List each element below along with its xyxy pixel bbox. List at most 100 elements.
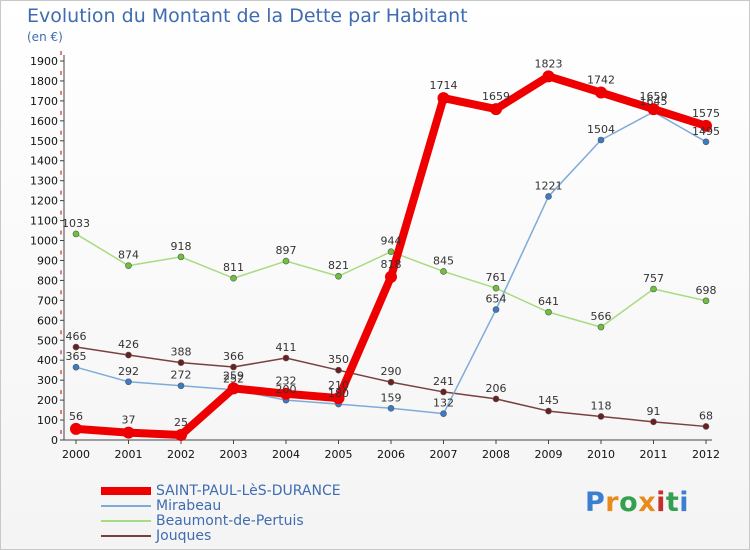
data-point	[545, 193, 552, 200]
data-label: 918	[171, 240, 192, 253]
data-point	[72, 363, 80, 371]
data-label: 292	[118, 365, 139, 378]
y-tick-label: 600	[37, 314, 58, 327]
data-point	[122, 426, 135, 439]
data-point	[702, 138, 710, 146]
data-point	[125, 351, 132, 359]
data-label: 757	[643, 272, 664, 285]
y-tick-label: 1700	[30, 95, 58, 108]
data-point	[702, 297, 710, 305]
y-tick-label: 100	[37, 414, 58, 427]
data-point	[492, 306, 500, 313]
data-label: 698	[696, 284, 717, 297]
x-tick-label: 2000	[62, 448, 90, 461]
data-point	[177, 253, 185, 261]
logo-letter: t	[665, 487, 680, 518]
data-label: 91	[647, 405, 661, 418]
data-label: 232	[276, 375, 297, 388]
logo-letter: r	[605, 487, 620, 518]
data-label: 1645	[640, 95, 668, 108]
x-tick-label: 2003	[220, 448, 248, 461]
data-label: 874	[118, 249, 139, 262]
data-label: 654	[486, 293, 507, 306]
data-label: 206	[486, 382, 507, 395]
data-label: 1659	[482, 90, 510, 103]
data-label: 466	[66, 330, 87, 343]
data-label: 426	[118, 338, 139, 351]
logo-letter: o	[619, 487, 639, 518]
data-label: 411	[276, 341, 297, 354]
y-tick-label: 1500	[30, 135, 58, 148]
data-point	[282, 354, 290, 362]
data-point	[72, 343, 80, 351]
data-point	[177, 382, 185, 390]
data-point	[335, 366, 342, 374]
data-label: 1575	[692, 107, 720, 120]
y-tick-label: 900	[37, 254, 58, 267]
data-label: 388	[171, 346, 192, 359]
data-point	[385, 270, 397, 283]
data-label: 1659	[640, 90, 668, 103]
data-point	[595, 86, 607, 99]
data-label: 210	[328, 379, 349, 392]
y-tick-label: 1300	[30, 175, 58, 188]
data-label: 350	[328, 353, 349, 366]
data-label: 259	[223, 369, 244, 382]
data-label: 365	[66, 350, 87, 363]
x-tick-label: 2010	[587, 448, 615, 461]
x-tick-label: 2012	[692, 448, 720, 461]
data-label: 25	[174, 416, 188, 429]
data-point	[70, 422, 82, 435]
data-point	[72, 230, 80, 238]
y-tick-label: 700	[37, 294, 58, 307]
y-tick-label: 400	[37, 354, 58, 367]
data-point	[492, 284, 500, 292]
data-point	[387, 378, 395, 386]
data-point	[125, 262, 132, 269]
logo-letter: x	[638, 487, 657, 518]
data-label: 821	[328, 259, 349, 272]
data-label: 56	[69, 410, 83, 423]
legend-swatch	[101, 520, 151, 522]
data-label: 566	[591, 310, 612, 323]
logo-letter: P	[585, 487, 606, 518]
data-point	[545, 308, 552, 316]
data-point	[702, 423, 710, 430]
x-tick-label: 2006	[377, 448, 405, 461]
data-point	[597, 323, 605, 331]
x-tick-label: 2009	[535, 448, 563, 461]
logo-letter: i	[656, 487, 666, 518]
data-point	[440, 388, 447, 396]
data-label: 761	[486, 271, 507, 284]
data-label: 200	[276, 383, 297, 396]
y-tick-label: 1800	[30, 75, 58, 88]
data-point	[335, 272, 342, 280]
logo-letter: i	[679, 487, 690, 518]
legend-swatch	[101, 535, 151, 537]
data-point	[230, 274, 237, 282]
data-point	[387, 404, 395, 412]
data-label: 366	[223, 350, 244, 363]
y-tick-label: 1600	[30, 115, 58, 128]
y-tick-label: 800	[37, 274, 58, 287]
data-point	[387, 248, 395, 255]
data-label: 944	[381, 235, 402, 248]
chart-title: Evolution du Montant de la Dette par Hab…	[27, 5, 468, 27]
data-point	[227, 382, 240, 395]
data-point	[440, 410, 447, 417]
legend-label: Jouques	[156, 528, 212, 544]
data-point	[650, 285, 657, 293]
data-label: 132	[433, 397, 454, 410]
data-label: 1221	[535, 179, 563, 192]
data-label: 845	[433, 254, 454, 267]
x-tick-label: 2007	[430, 448, 458, 461]
data-point	[175, 429, 187, 442]
data-label: 180	[328, 387, 349, 400]
legend-swatch	[101, 505, 151, 507]
data-label: 68	[699, 409, 713, 422]
y-tick-label: 1000	[30, 235, 58, 248]
data-label: 37	[122, 414, 136, 427]
data-label: 118	[591, 399, 612, 412]
data-label: 1495	[692, 125, 720, 138]
